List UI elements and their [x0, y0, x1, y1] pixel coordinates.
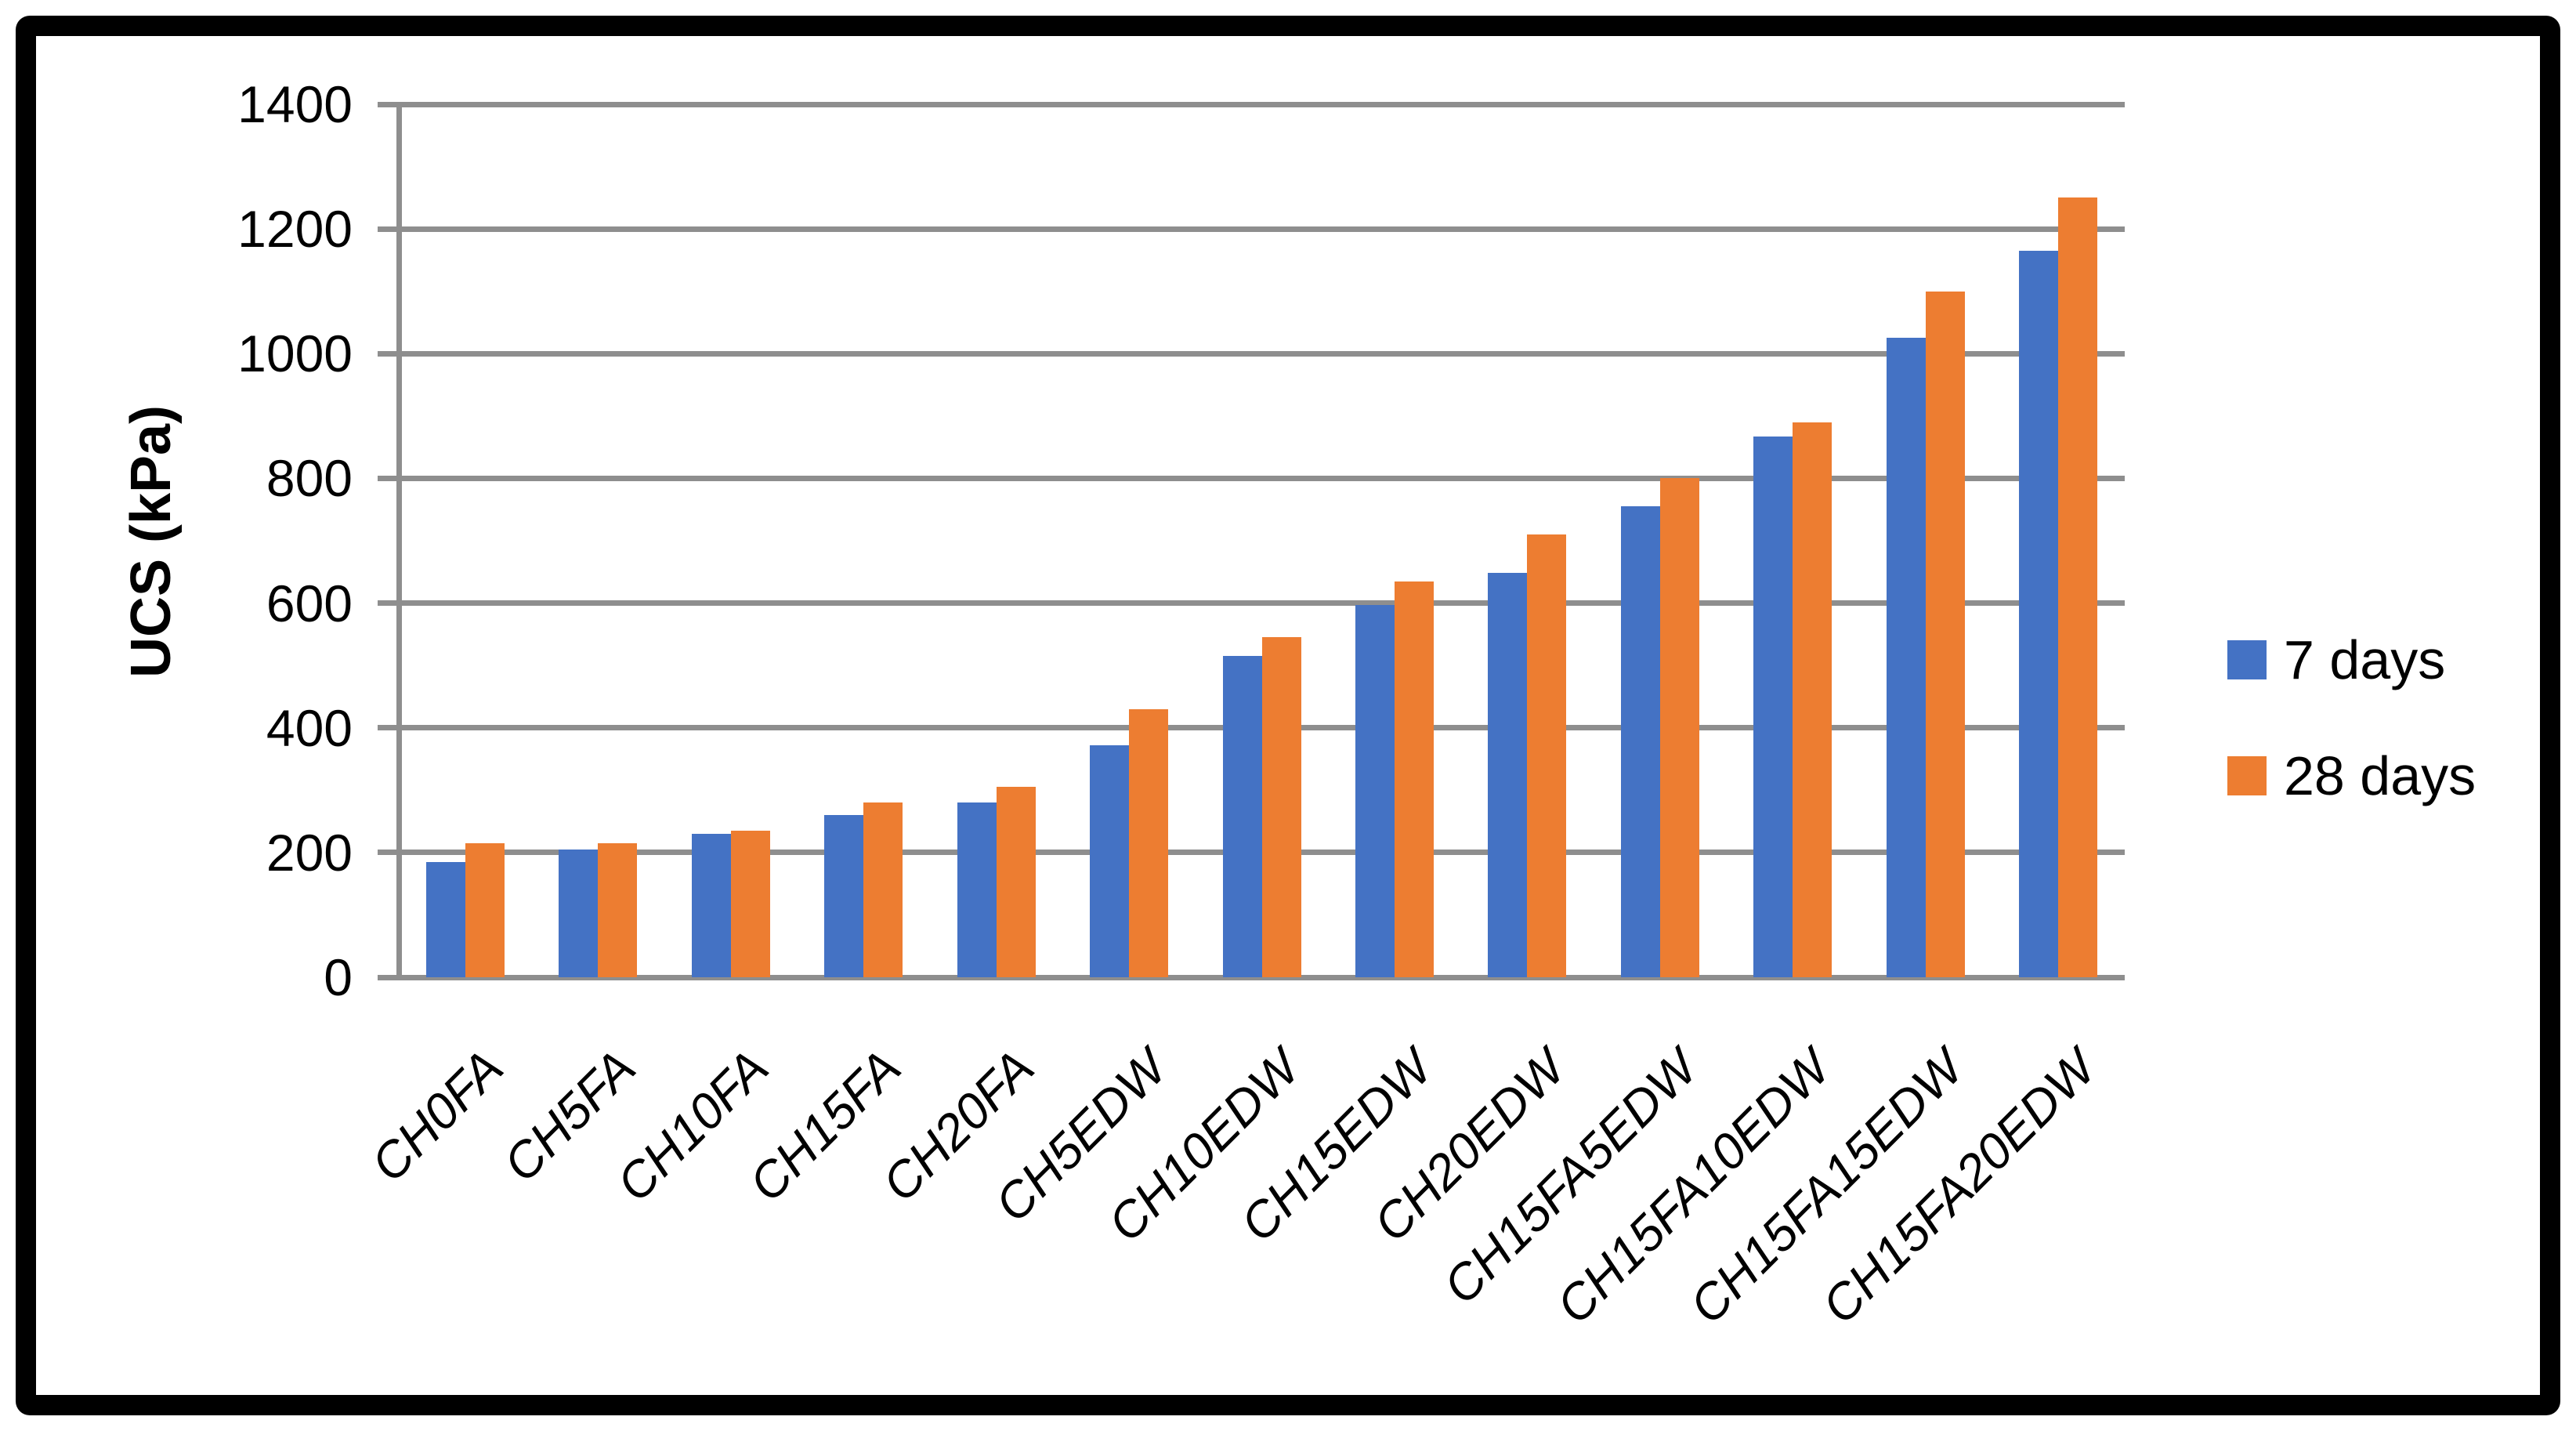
x-tick-label-CH0FA: CH0FA: [360, 1038, 514, 1193]
bar-7days-CH15FA20EDW: [2019, 251, 2059, 977]
bar-28days-CH10EDW: [1261, 637, 1301, 977]
legend-item-28days: 28 days: [2227, 745, 2477, 806]
bar-28days-CH20FA: [996, 787, 1036, 977]
bar-7days-CH10FA: [691, 834, 731, 977]
bar-28days-CH15EDW: [1394, 581, 1434, 977]
gridline-1200: [378, 226, 2125, 232]
y-axis-title: UCS (kPa): [120, 404, 183, 679]
y-axis-line: [396, 104, 402, 980]
y-tick-label-0: 0: [324, 948, 353, 1006]
legend: 7 days 28 days: [2227, 629, 2477, 806]
y-tick-label-1400: 1400: [237, 75, 353, 133]
bar-28days-CH5EDW: [1129, 708, 1169, 977]
bar-7days-CH15FA5EDW: [1620, 506, 1660, 977]
bar-7days-CH20FA: [957, 802, 997, 977]
bar-7days-CH20EDW: [1488, 573, 1528, 977]
bar-7days-CH10EDW: [1222, 656, 1262, 977]
y-tick-label-200: 200: [266, 823, 353, 882]
bar-7days-CH15FA15EDW: [1886, 338, 1926, 977]
bar-7days-CH5EDW: [1090, 745, 1130, 977]
gridline-1400: [378, 101, 2125, 107]
bar-28days-CH15FA5EDW: [1659, 478, 1699, 977]
bar-28days-CH15FA: [863, 802, 903, 977]
bar-28days-CH5FA: [598, 842, 638, 977]
legend-label-28days: 28 days: [2284, 745, 2477, 806]
bar-28days-CH15FA15EDW: [1925, 291, 1965, 977]
y-tick-label-800: 800: [266, 449, 353, 508]
gridline-1000: [378, 350, 2125, 357]
gridline-600: [378, 600, 2125, 607]
bar-28days-CH15FA10EDW: [1793, 422, 1833, 977]
legend-item-7days: 7 days: [2227, 629, 2476, 690]
legend-swatch-7days: [2227, 640, 2267, 679]
y-tick-label-1200: 1200: [237, 200, 353, 259]
bar-7days-CH0FA: [425, 861, 465, 977]
bar-28days-CH15FA20EDW: [2058, 197, 2098, 977]
gridline-800: [378, 475, 2125, 481]
plot-area: [378, 101, 2125, 980]
legend-label-7days: 7 days: [2284, 629, 2446, 690]
bar-28days-CH10FA: [730, 831, 770, 977]
y-tick-label-400: 400: [266, 698, 353, 757]
legend-swatch-28days: [2227, 756, 2267, 795]
bar-28days-CH0FA: [465, 842, 505, 977]
bar-28days-CH20EDW: [1527, 534, 1567, 977]
bar-7days-CH5FA: [559, 849, 599, 977]
bar-7days-CH15FA10EDW: [1753, 437, 1793, 977]
y-tick-label-1000: 1000: [237, 324, 353, 383]
gridline-0: [378, 974, 2125, 980]
bar-7days-CH15EDW: [1355, 604, 1395, 977]
bar-7days-CH15FA: [824, 815, 864, 977]
y-tick-label-600: 600: [266, 574, 353, 632]
